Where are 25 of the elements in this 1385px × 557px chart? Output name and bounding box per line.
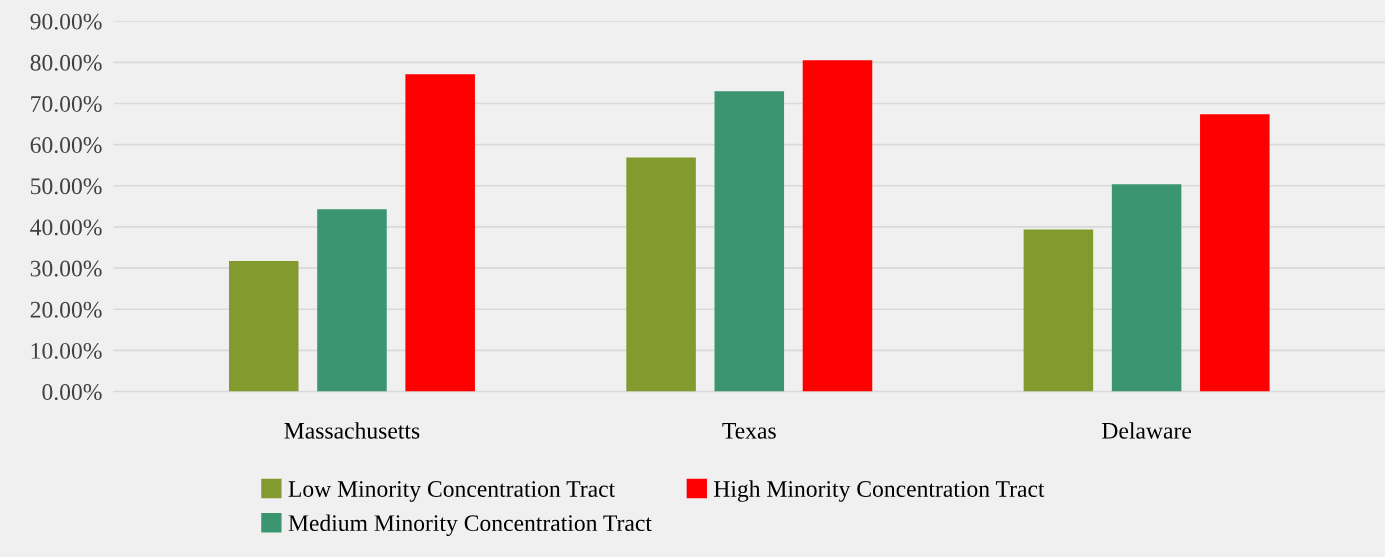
y-tick-label: 20.00% bbox=[30, 301, 102, 318]
bar bbox=[1023, 229, 1094, 392]
x-tick-label: Delaware bbox=[1102, 422, 1192, 439]
legend-label: Low Minority Concentration Tract bbox=[288, 481, 616, 502]
bar bbox=[317, 209, 387, 392]
x-tick-label: Massachusetts bbox=[284, 422, 420, 439]
bar bbox=[405, 74, 475, 392]
y-tick-label: 50.00% bbox=[31, 178, 102, 195]
bar bbox=[1200, 114, 1270, 392]
y-tick-label: 80.00% bbox=[30, 54, 102, 71]
x-tick-label: Texas bbox=[722, 423, 776, 439]
bar bbox=[228, 261, 299, 392]
y-tick-label: 10.00% bbox=[31, 342, 102, 359]
y-tick-label: 90.00% bbox=[30, 13, 102, 30]
bar bbox=[802, 60, 873, 392]
bar bbox=[626, 157, 696, 392]
legend-label: High Minority Concentration Tract bbox=[714, 480, 1045, 502]
y-tick-label: 40.00% bbox=[30, 219, 102, 236]
y-tick-label: 60.00% bbox=[30, 137, 102, 154]
legend-label: Medium Minority Concentration Tract bbox=[288, 514, 652, 536]
bar bbox=[1111, 184, 1182, 392]
y-tick-label: 30.00% bbox=[30, 260, 102, 277]
bar bbox=[714, 91, 785, 392]
y-tick-label: 70.00% bbox=[31, 95, 102, 113]
y-tick-label: 0.00% bbox=[42, 384, 102, 401]
